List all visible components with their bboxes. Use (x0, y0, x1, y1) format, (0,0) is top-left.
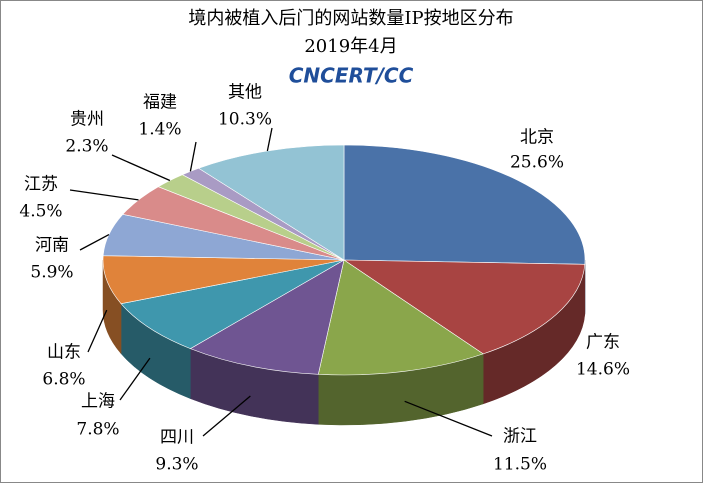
slice-label: 广东 (586, 333, 620, 353)
slice-value-label: 10.3% (218, 110, 272, 130)
leader-line (202, 395, 251, 437)
slice-label: 四川 (160, 428, 194, 448)
chart-title: 境内被植入后门的网站数量IP按地区分布 (188, 8, 513, 29)
slice-value-label: 1.4% (138, 120, 181, 140)
slice-value-label: 11.5% (493, 455, 547, 475)
slice (198, 144, 345, 261)
leader-line (87, 309, 108, 353)
slice-value-label: 5.9% (30, 263, 73, 283)
slice-value-label: 25.6% (510, 153, 564, 173)
leader-line (189, 141, 197, 172)
leader-line (404, 400, 493, 437)
slice-label: 河南 (35, 236, 69, 256)
leader-line (79, 233, 110, 251)
slice-label: 江苏 (24, 175, 58, 195)
slice-value-label: 9.3% (155, 455, 198, 475)
slice-label: 浙江 (503, 427, 537, 447)
slice-value-label: 6.8% (42, 370, 85, 390)
slice (189, 259, 345, 375)
slice-label: 福建 (143, 93, 177, 113)
slice-label: 山东 (47, 343, 81, 363)
slice-label: 北京 (520, 128, 554, 148)
slice (120, 259, 345, 349)
slice-value-label: 14.6% (576, 360, 630, 380)
leader-line (119, 357, 151, 401)
logo: CNCERT/CC (289, 64, 414, 88)
chart-subtitle: 2019年4月 (304, 36, 397, 57)
leader-line (266, 127, 273, 152)
slice-label: 上海 (81, 392, 115, 412)
slice-value-label: 7.8% (76, 420, 119, 440)
slice (342, 259, 586, 355)
slice-value-label: 4.5% (19, 202, 62, 222)
slice (343, 144, 586, 265)
leader-line (69, 189, 139, 201)
slice-label: 其他 (228, 83, 262, 103)
slice-label: 贵州 (70, 110, 104, 130)
leader-line (111, 154, 171, 182)
slice-value-label: 2.3% (65, 137, 108, 157)
slice (317, 259, 484, 376)
